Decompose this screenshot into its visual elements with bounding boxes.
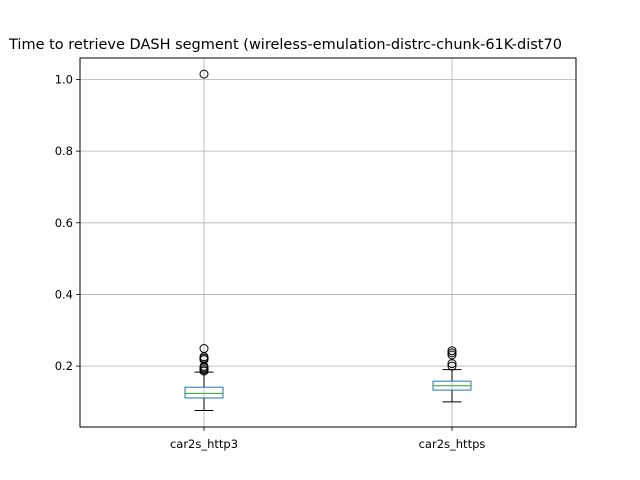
box-group-car2s_https bbox=[432, 346, 472, 403]
x-tick-label: car2s_https bbox=[419, 437, 486, 451]
grid-layer bbox=[80, 58, 576, 427]
outlier-point bbox=[447, 359, 457, 369]
iqr-box bbox=[184, 386, 224, 399]
y-tick-label: 1.0 bbox=[55, 72, 73, 86]
outlier-point bbox=[447, 361, 457, 371]
plot-area-frame bbox=[79, 57, 577, 428]
outlier-point bbox=[199, 344, 209, 354]
y-tick-label: 0.4 bbox=[55, 287, 73, 301]
outlier-point bbox=[447, 346, 457, 356]
y-tick-label: 0.6 bbox=[55, 216, 73, 230]
chart-title: Time to retrieve DASH segment (wireless-… bbox=[8, 37, 562, 53]
outlier-point bbox=[199, 69, 209, 79]
outlier-point bbox=[447, 348, 457, 358]
outlier-point bbox=[447, 350, 457, 360]
box-group-car2s_http3 bbox=[184, 69, 224, 412]
y-tick-label: 0.8 bbox=[55, 144, 73, 158]
x-tick-label: car2s_http3 bbox=[170, 437, 238, 451]
axis-layer: 0.2 0.4 0.6 0.8 1.0 car2s_http3 car2s_https bbox=[55, 72, 486, 451]
box-layer bbox=[184, 69, 472, 412]
y-tick-label: 0.2 bbox=[55, 359, 73, 373]
